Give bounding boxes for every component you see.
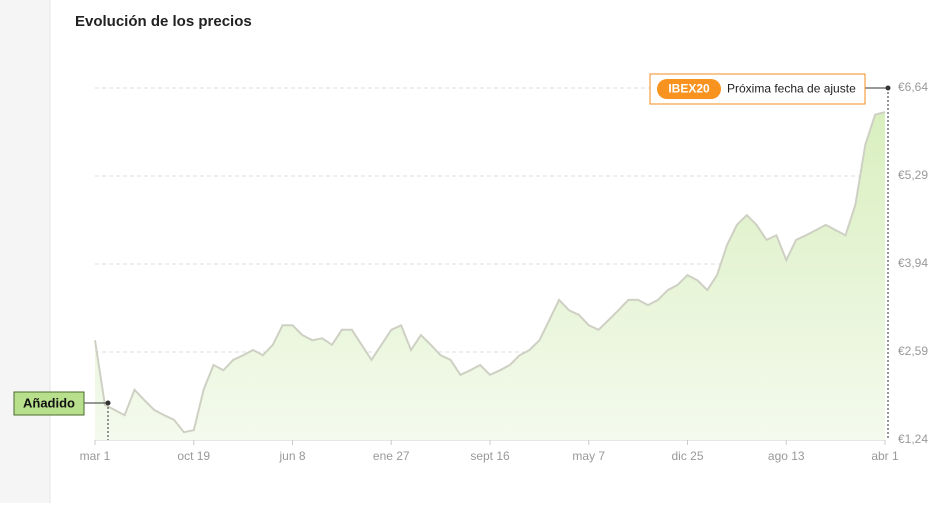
sidebar	[0, 0, 50, 503]
x-tick-label: ago 13	[768, 449, 805, 463]
added-label: Añadido	[23, 395, 75, 410]
x-tick-label: abr 1	[871, 449, 899, 463]
note-label: Próxima fecha de ajuste	[727, 82, 856, 96]
plot: €1,24 €2,59 €3,94 €5,29 €6,64 mar 1 oct 19 jun …	[80, 80, 929, 463]
price-area	[95, 112, 885, 440]
x-tick-label: dic 25	[671, 449, 703, 463]
y-tick-label: €3,94	[898, 256, 928, 270]
y-tick-label: €2,59	[898, 344, 928, 358]
y-tick-label: €6,64	[898, 80, 928, 94]
end-dot	[885, 85, 891, 91]
y-tick-label: €1,24	[898, 432, 928, 446]
x-tick-label: may 7	[572, 449, 605, 463]
added-dot	[105, 400, 111, 406]
y-tick-label: €5,29	[898, 168, 928, 182]
x-tick-label: mar 1	[80, 449, 111, 463]
x-tick-label: jun 8	[278, 449, 305, 463]
index-label: IBEX20	[668, 82, 710, 96]
added-badge	[13, 391, 85, 416]
x-tick-label: ene 27	[373, 449, 410, 463]
x-tick-label: oct 19	[177, 449, 210, 463]
chart-title: Evolución de los precios	[75, 13, 252, 30]
price-line	[94, 111, 886, 434]
index-pill	[657, 79, 721, 99]
x-tick-label: sept 16	[470, 449, 510, 463]
